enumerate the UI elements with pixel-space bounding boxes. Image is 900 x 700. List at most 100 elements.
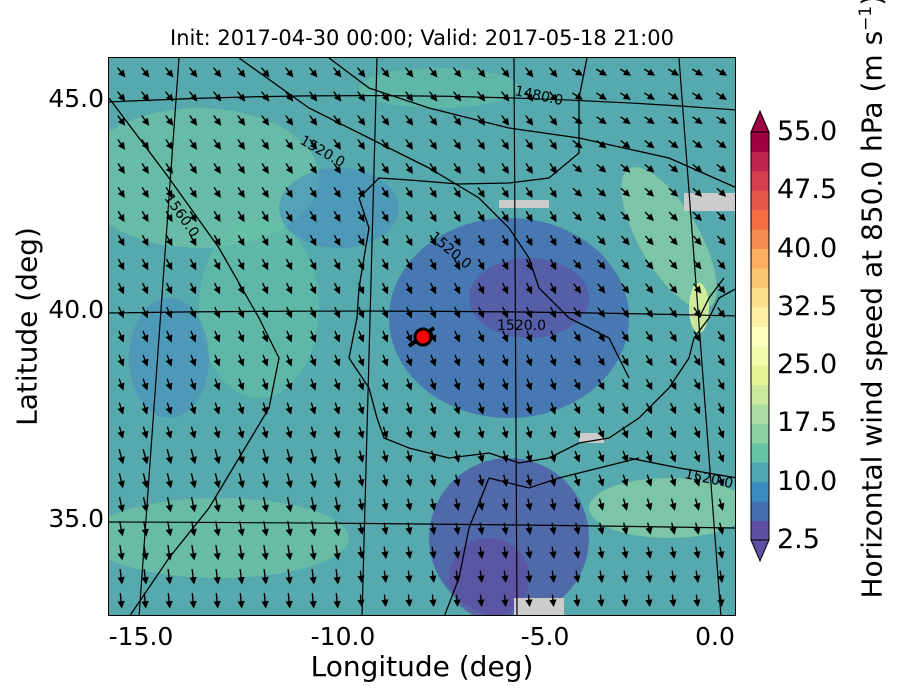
wind-arrow [357,163,365,174]
wind-arrow [477,354,485,367]
wind-arrow [261,306,269,319]
wind-arrow [405,186,413,199]
wind-arrow [693,283,702,294]
wind-arrow [597,474,605,487]
wind-arrow [621,283,630,294]
wind-arrow [141,592,149,609]
wind-arrow [597,354,605,367]
wind-arrow [477,210,485,223]
wind-arrow [213,592,221,609]
wind-arrow [189,186,197,199]
wind-arrow [453,402,461,415]
wind-arrow [117,139,126,150]
wind-arrow [693,594,701,608]
colorbar-bin [751,404,769,424]
wind-arrow [165,544,173,561]
wind-arrow [429,306,437,319]
wind-arrow [117,186,125,199]
colorbar-bin [751,287,769,308]
colorbar-bin [751,151,769,172]
wind-arrow [716,211,726,222]
wind-arrow [645,283,654,294]
wind-arrow [261,354,269,367]
wind-arrow [333,354,341,367]
wind-arrow [189,139,198,150]
wind-arrow [621,402,629,415]
wind-arrow [117,592,125,609]
wind-arrow [141,234,149,247]
wind-arrow [525,258,533,271]
wind-arrow [357,498,365,511]
wind-arrow [429,354,437,367]
wind-arrow [165,139,174,150]
wind-arrow [573,498,581,511]
wind-arrow [549,594,557,608]
wind-arrow [573,546,581,559]
y-tick-label: 40.0 [48,295,104,324]
wind-arrow [453,426,461,439]
wind-arrow [165,449,173,465]
wind-arrow [261,592,269,609]
wind-arrow [189,354,197,367]
wind-arrow [237,163,245,174]
wind-arrow [549,378,557,391]
wind-arrow [644,140,655,149]
wind-arrow [429,450,437,463]
wind-arrow [189,306,197,319]
colorbar-bin [751,345,769,366]
wind-arrow [429,546,437,559]
wind-arrow [571,68,584,76]
wind-arrow [597,378,605,391]
wind-arrow [237,115,246,126]
wind-arrow [380,67,390,78]
colorbar-tick-label: 47.5 [777,174,838,206]
wind-arrow [381,522,389,535]
wind-arrow [525,91,534,102]
wind-arrow [501,330,509,343]
wind-arrow [357,186,365,199]
wind-arrow [453,474,461,487]
wind-arrow [189,91,198,102]
wind-arrow [693,570,701,583]
wind-arrow [237,282,245,295]
wind-arrow [117,282,125,295]
wind-arrow [381,234,389,247]
colorbar-tick-label: 17.5 [777,407,838,439]
wind-arrow [621,474,629,487]
wind-arrow [525,546,533,559]
wind-arrow [717,378,725,391]
wind-arrow [260,67,270,78]
wind-arrow [309,163,317,174]
wind-arrow [141,497,149,513]
wind-arrow [597,283,606,294]
wind-arrow [668,163,679,173]
wind-arrow [165,115,174,126]
wind-arrow [309,258,317,271]
wind-arrow [333,426,341,439]
colorbar-bin [751,190,769,211]
wind-arrow [261,282,269,295]
map-plot-area: 1480.0 1520.0 1560.0 1520.0 1520.0 1520.… [108,57,736,616]
wind-arrow [429,186,437,199]
wind-arrow [477,163,485,174]
wind-arrow [453,186,461,199]
wind-arrow [573,354,581,367]
wind-arrow [141,544,149,561]
wind-arrow [669,283,678,294]
wind-arrow [621,330,629,342]
wind-arrow [525,186,533,199]
wind-arrow [669,354,677,367]
wind-arrow [669,450,677,463]
wind-arrow [717,498,725,511]
wind-arrow [213,402,221,415]
wind-arrow [453,115,462,126]
wind-arrow [117,91,126,102]
y-tick-label: 45.0 [48,84,104,113]
wind-arrow [693,546,701,559]
wind-arrow [213,568,221,585]
wind-arrow [237,497,245,513]
wind-arrow [597,594,605,608]
wind-arrow [716,235,726,246]
wind-arrow [333,91,342,102]
wind-arrow [477,402,485,415]
